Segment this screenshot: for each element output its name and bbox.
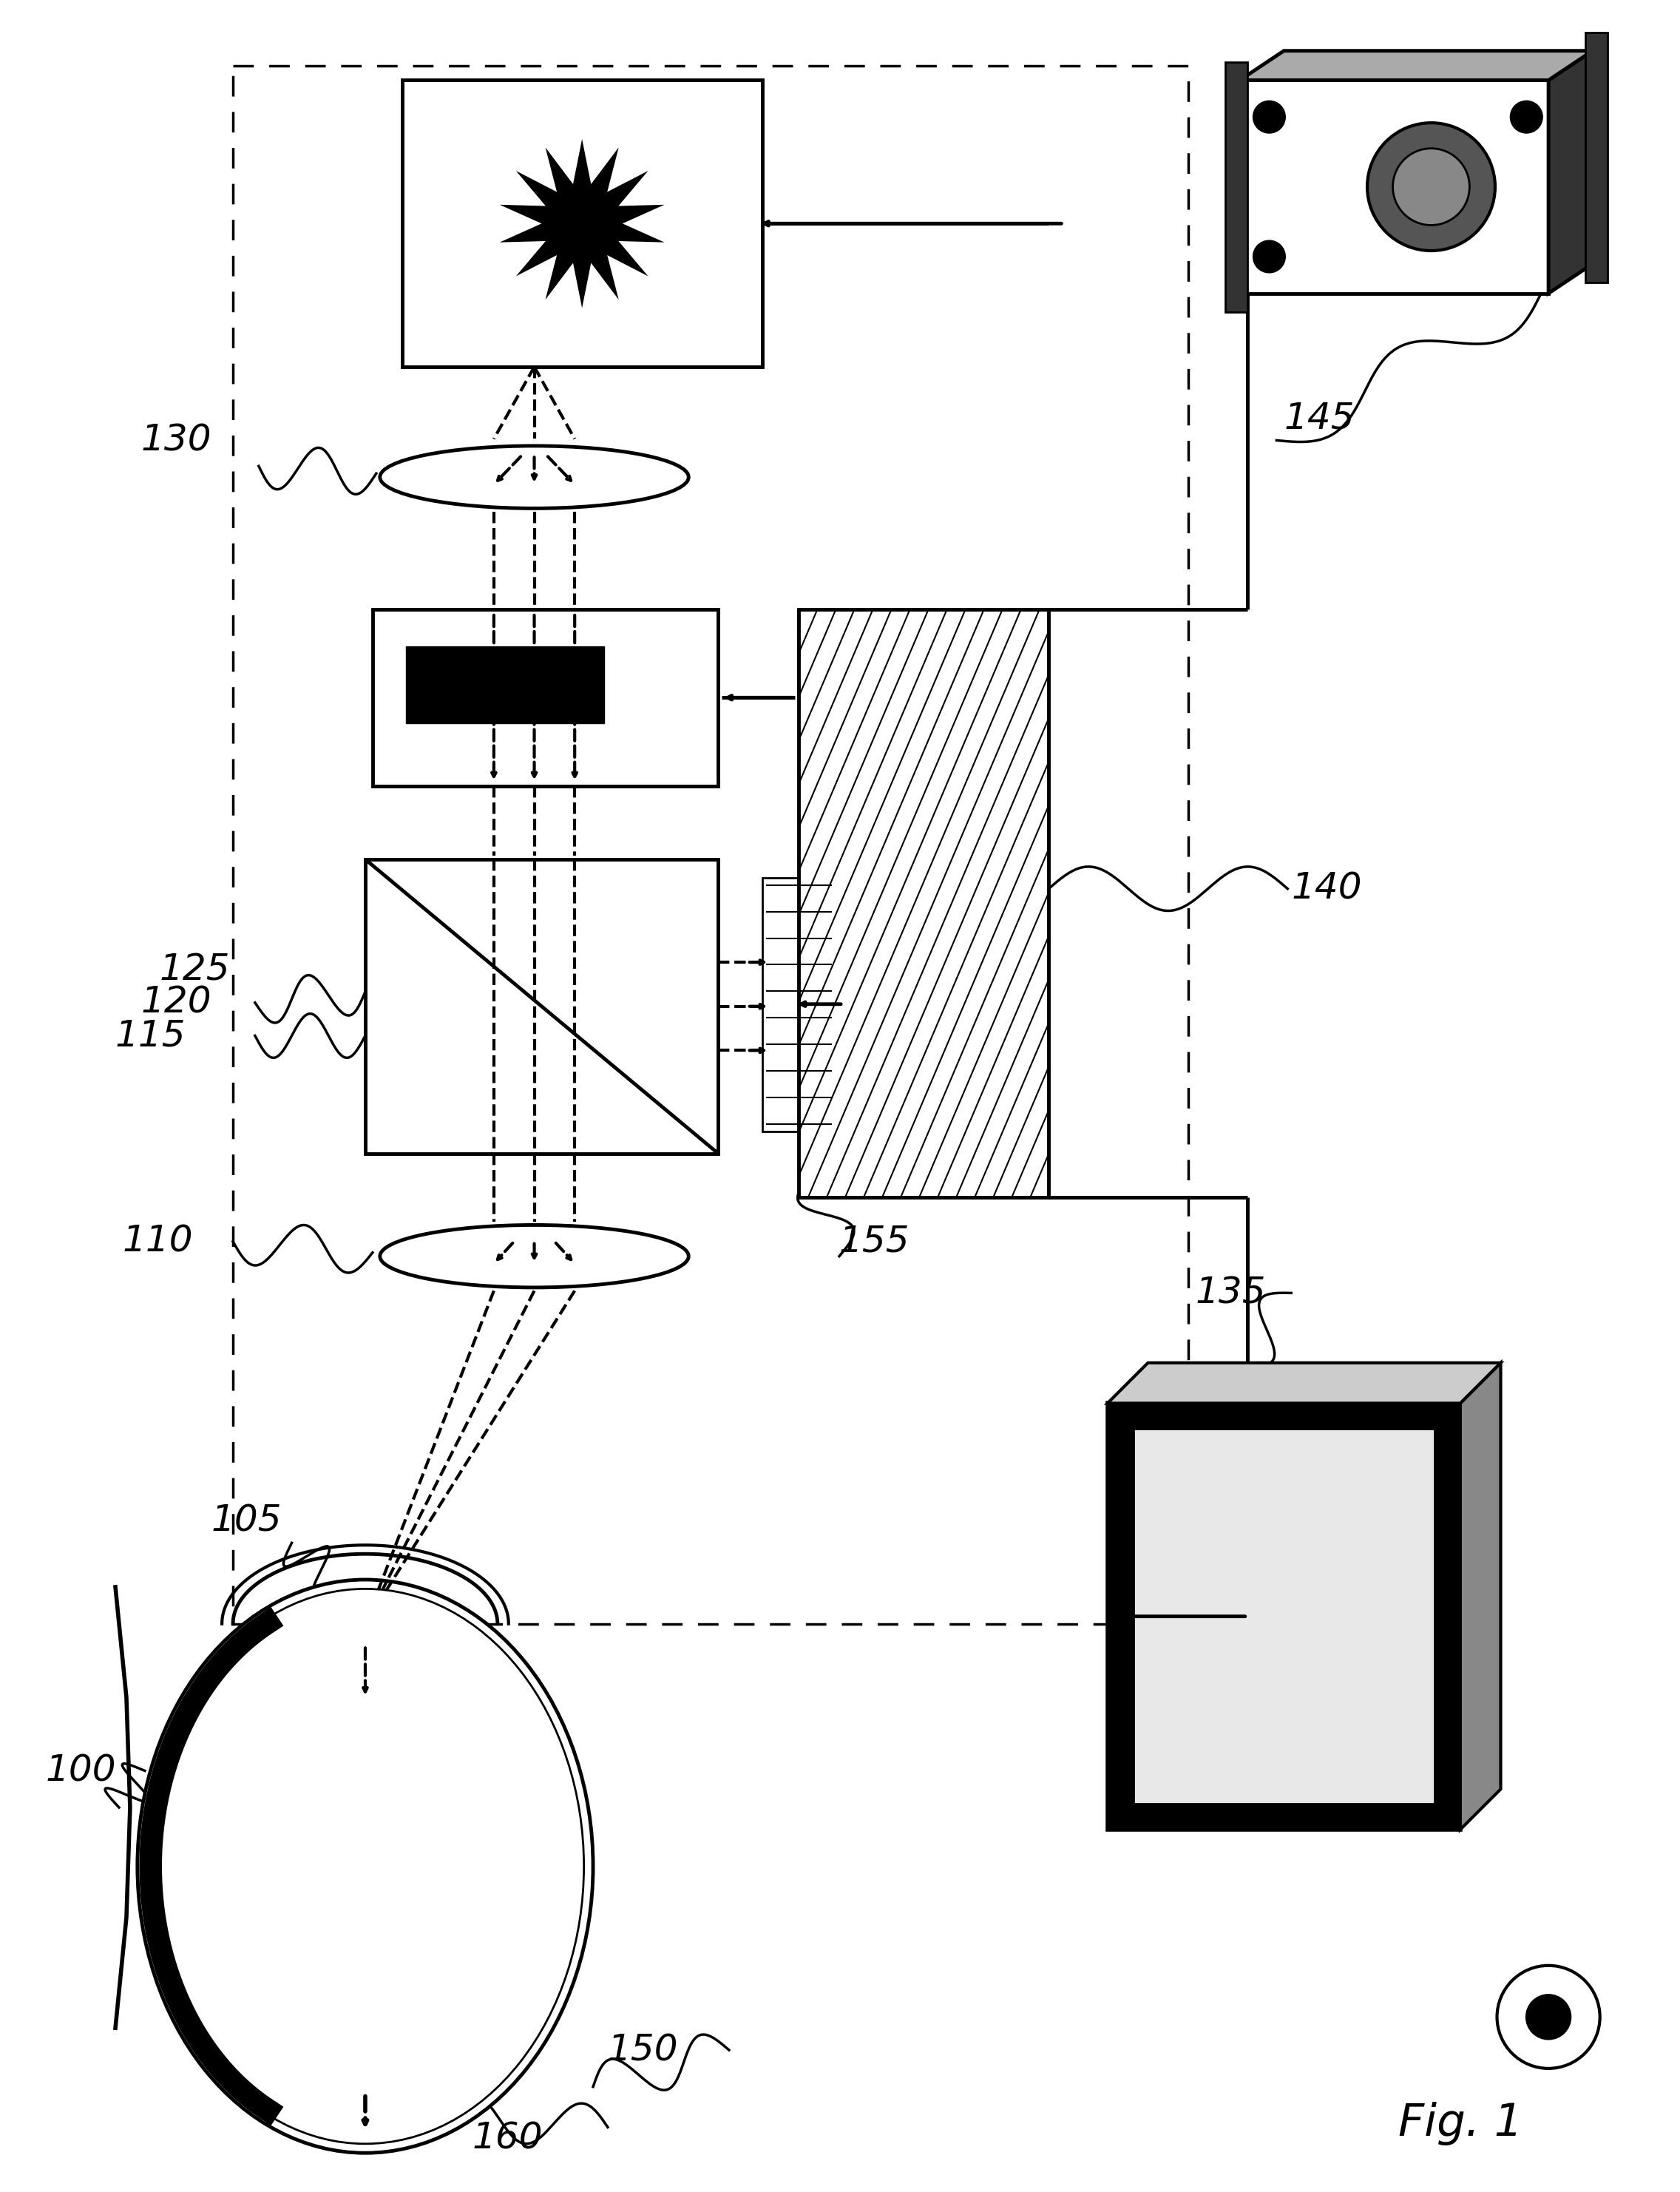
Text: 160: 160 (472, 2120, 543, 2157)
Ellipse shape (138, 1580, 593, 2153)
Bar (365, 859, 717, 1153)
Text: 150: 150 (608, 2032, 679, 2067)
Ellipse shape (146, 1589, 585, 2144)
Circle shape (1497, 1966, 1599, 2069)
Text: 115: 115 (116, 1017, 186, 1054)
Text: 100: 100 (45, 1754, 116, 1789)
Circle shape (1253, 241, 1285, 272)
Bar (1586, 33, 1608, 283)
Circle shape (1510, 101, 1542, 134)
Text: 120: 120 (141, 984, 212, 1021)
Circle shape (1527, 1995, 1571, 2039)
Text: 155: 155 (840, 1223, 911, 1258)
Bar (763, 877, 835, 1131)
Text: 140: 140 (1292, 870, 1362, 907)
Text: 105: 105 (212, 1504, 282, 1539)
Circle shape (1368, 123, 1495, 250)
Polygon shape (1460, 1363, 1500, 1830)
Polygon shape (1549, 50, 1593, 294)
Circle shape (1393, 149, 1470, 226)
Circle shape (1253, 101, 1285, 134)
Bar (373, 609, 717, 785)
Bar (402, 81, 763, 366)
Bar (1225, 61, 1247, 311)
Bar (405, 647, 605, 723)
Polygon shape (1107, 1363, 1500, 1403)
Polygon shape (499, 138, 665, 309)
Ellipse shape (380, 1225, 689, 1287)
Text: 130: 130 (141, 423, 212, 458)
Polygon shape (1240, 50, 1593, 81)
Bar (1240, 81, 1549, 294)
Ellipse shape (380, 445, 689, 509)
Text: Fig. 1: Fig. 1 (1398, 2102, 1522, 2146)
Text: 145: 145 (1284, 401, 1354, 436)
Bar (1107, 1403, 1460, 1830)
Bar (1134, 1429, 1435, 1804)
Text: 125: 125 (160, 951, 230, 986)
Bar (800, 609, 1048, 1197)
Text: 110: 110 (123, 1223, 193, 1258)
Text: 135: 135 (1196, 1276, 1267, 1311)
Bar (234, 66, 1188, 1624)
